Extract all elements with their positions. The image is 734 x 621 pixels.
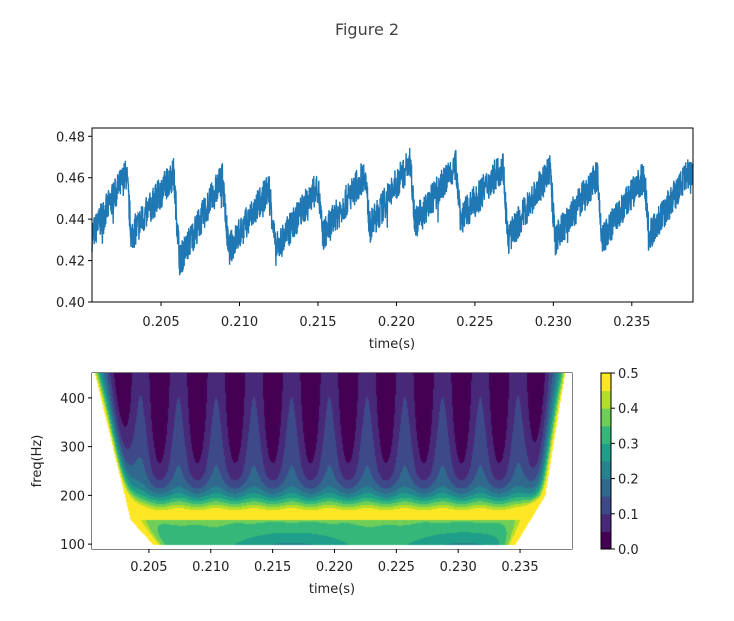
y-tick-label: 0.44: [56, 213, 85, 228]
colorbar-level: [601, 496, 611, 515]
colorbar-level: [601, 390, 611, 409]
colorbar: 0.0 0.1 0.2 0.3 0.4 0.5: [600, 367, 639, 558]
y-tick-label: 400: [60, 392, 85, 407]
y-tick-label: 0.40: [56, 296, 85, 311]
colorbar-tick-label: 0.4: [618, 402, 639, 417]
bottom-xlabel: time(s): [309, 582, 355, 597]
figure-title: Figure 2: [334, 20, 400, 39]
x-tick-label: 0.210: [221, 315, 258, 330]
x-tick-label: 0.215: [299, 315, 336, 330]
x-tick-label: 0.220: [378, 315, 415, 330]
colorbar-tick-label: 0.1: [618, 508, 639, 523]
x-tick-label: 0.225: [456, 315, 493, 330]
colorbar-level: [601, 461, 611, 480]
signal-line: [91, 147, 694, 276]
x-tick-label: 0.220: [316, 560, 353, 575]
x-tick-label: 0.230: [440, 560, 477, 575]
y-tick-label: 0.48: [56, 130, 85, 145]
y-tick-label: 300: [60, 441, 85, 456]
top-xlabel: time(s): [369, 337, 415, 352]
y-tick-label: 100: [60, 538, 85, 553]
colorbar-tick-label: 0.3: [618, 437, 639, 452]
x-tick-label: 0.205: [142, 315, 179, 330]
colorbar-level: [601, 373, 611, 392]
top-axes-frame: [91, 127, 694, 303]
y-tick-label: 200: [60, 489, 85, 504]
y-tick-label: 0.42: [56, 255, 85, 270]
colorbar-level: [601, 478, 611, 497]
x-tick-label: 0.230: [535, 315, 572, 330]
colorbar-frame: [600, 372, 612, 550]
scalogram-contour: [92, 373, 572, 549]
y-tick-label: 0.46: [56, 172, 85, 187]
x-tick-label: 0.235: [501, 560, 538, 575]
x-tick-label: 0.210: [192, 560, 229, 575]
colorbar-tick-label: 0.5: [618, 367, 639, 382]
bottom-ylabel: freq(Hz): [30, 435, 45, 488]
colorbar-level: [601, 408, 611, 427]
colorbar-level: [601, 425, 611, 444]
colorbar-level: [601, 443, 611, 462]
colorbar-tick-label: 0.2: [618, 473, 639, 488]
colorbar-tick-label: 0.0: [618, 543, 639, 558]
x-tick-label: 0.225: [378, 560, 415, 575]
x-tick-label: 0.215: [254, 560, 291, 575]
x-tick-label: 0.235: [613, 315, 650, 330]
colorbar-level: [601, 513, 611, 532]
x-tick-label: 0.205: [130, 560, 167, 575]
colorbar-level: [601, 531, 611, 550]
